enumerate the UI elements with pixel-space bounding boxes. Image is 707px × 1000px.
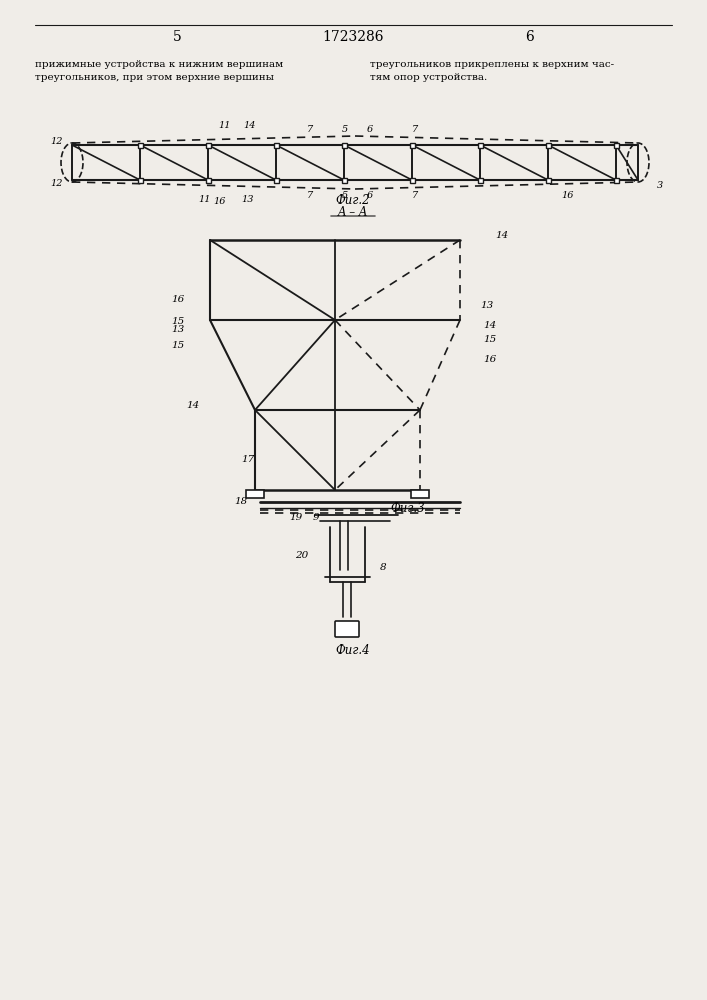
Bar [341,142,346,147]
Bar [411,490,429,498]
Text: 11: 11 [199,196,211,205]
Bar [206,142,211,147]
Text: 15: 15 [172,340,185,350]
Text: 7: 7 [307,124,313,133]
Text: 16: 16 [172,296,185,304]
Text: 18: 18 [235,497,248,506]
Text: 11: 11 [218,120,231,129]
Text: Фиг.3: Фиг.3 [390,502,425,514]
Text: 8: 8 [380,562,387,572]
Text: 16: 16 [483,356,496,364]
Text: 7: 7 [412,124,418,133]
Text: 14: 14 [495,231,508,239]
Text: 17: 17 [242,456,255,464]
Bar [274,178,279,182]
Bar [409,142,414,147]
Text: прижимные устройства к нижним вершинам
треугольников, при этом верхние вершины: прижимные устройства к нижним вершинам т… [35,60,284,82]
Text: 5: 5 [173,30,182,44]
Text: 19: 19 [290,514,303,522]
Bar [546,142,551,147]
Bar [341,178,346,182]
Text: 13: 13 [172,326,185,334]
Bar [614,178,619,182]
Text: 7: 7 [307,192,313,200]
Text: 16: 16 [562,192,574,200]
Text: 20: 20 [295,550,308,560]
Text: 5: 5 [342,124,348,133]
Text: Фиг.2: Фиг.2 [336,194,370,207]
Bar [546,178,551,182]
Bar [206,178,211,182]
FancyBboxPatch shape [335,621,359,637]
Text: 12: 12 [51,178,63,188]
Bar [137,178,143,182]
Text: 14: 14 [483,320,496,330]
Text: 6: 6 [367,124,373,133]
Bar [477,142,482,147]
Text: 13: 13 [242,196,255,205]
Bar [614,142,619,147]
Text: треугольников прикреплены к верхним час-
тям опор устройства.: треугольников прикреплены к верхним час-… [370,60,614,82]
Bar [477,178,482,182]
Text: 12: 12 [51,137,63,146]
Bar [274,142,279,147]
Text: 13: 13 [480,300,493,310]
Bar [409,178,414,182]
Text: 15: 15 [172,318,185,326]
Text: A – A: A – A [338,206,368,219]
Text: 6: 6 [367,192,373,200]
Text: Фиг.4: Фиг.4 [336,644,370,656]
Text: 5: 5 [342,192,348,200]
Text: 14: 14 [244,120,256,129]
Bar [246,490,264,498]
Text: 1723286: 1723286 [322,30,384,44]
Text: 9: 9 [313,514,320,522]
Text: 7: 7 [412,192,418,200]
Bar [137,142,143,147]
Text: 6: 6 [525,30,534,44]
Text: 14: 14 [187,400,200,410]
Text: 15: 15 [483,336,496,344]
Text: 3: 3 [657,180,663,190]
Text: 16: 16 [214,198,226,207]
